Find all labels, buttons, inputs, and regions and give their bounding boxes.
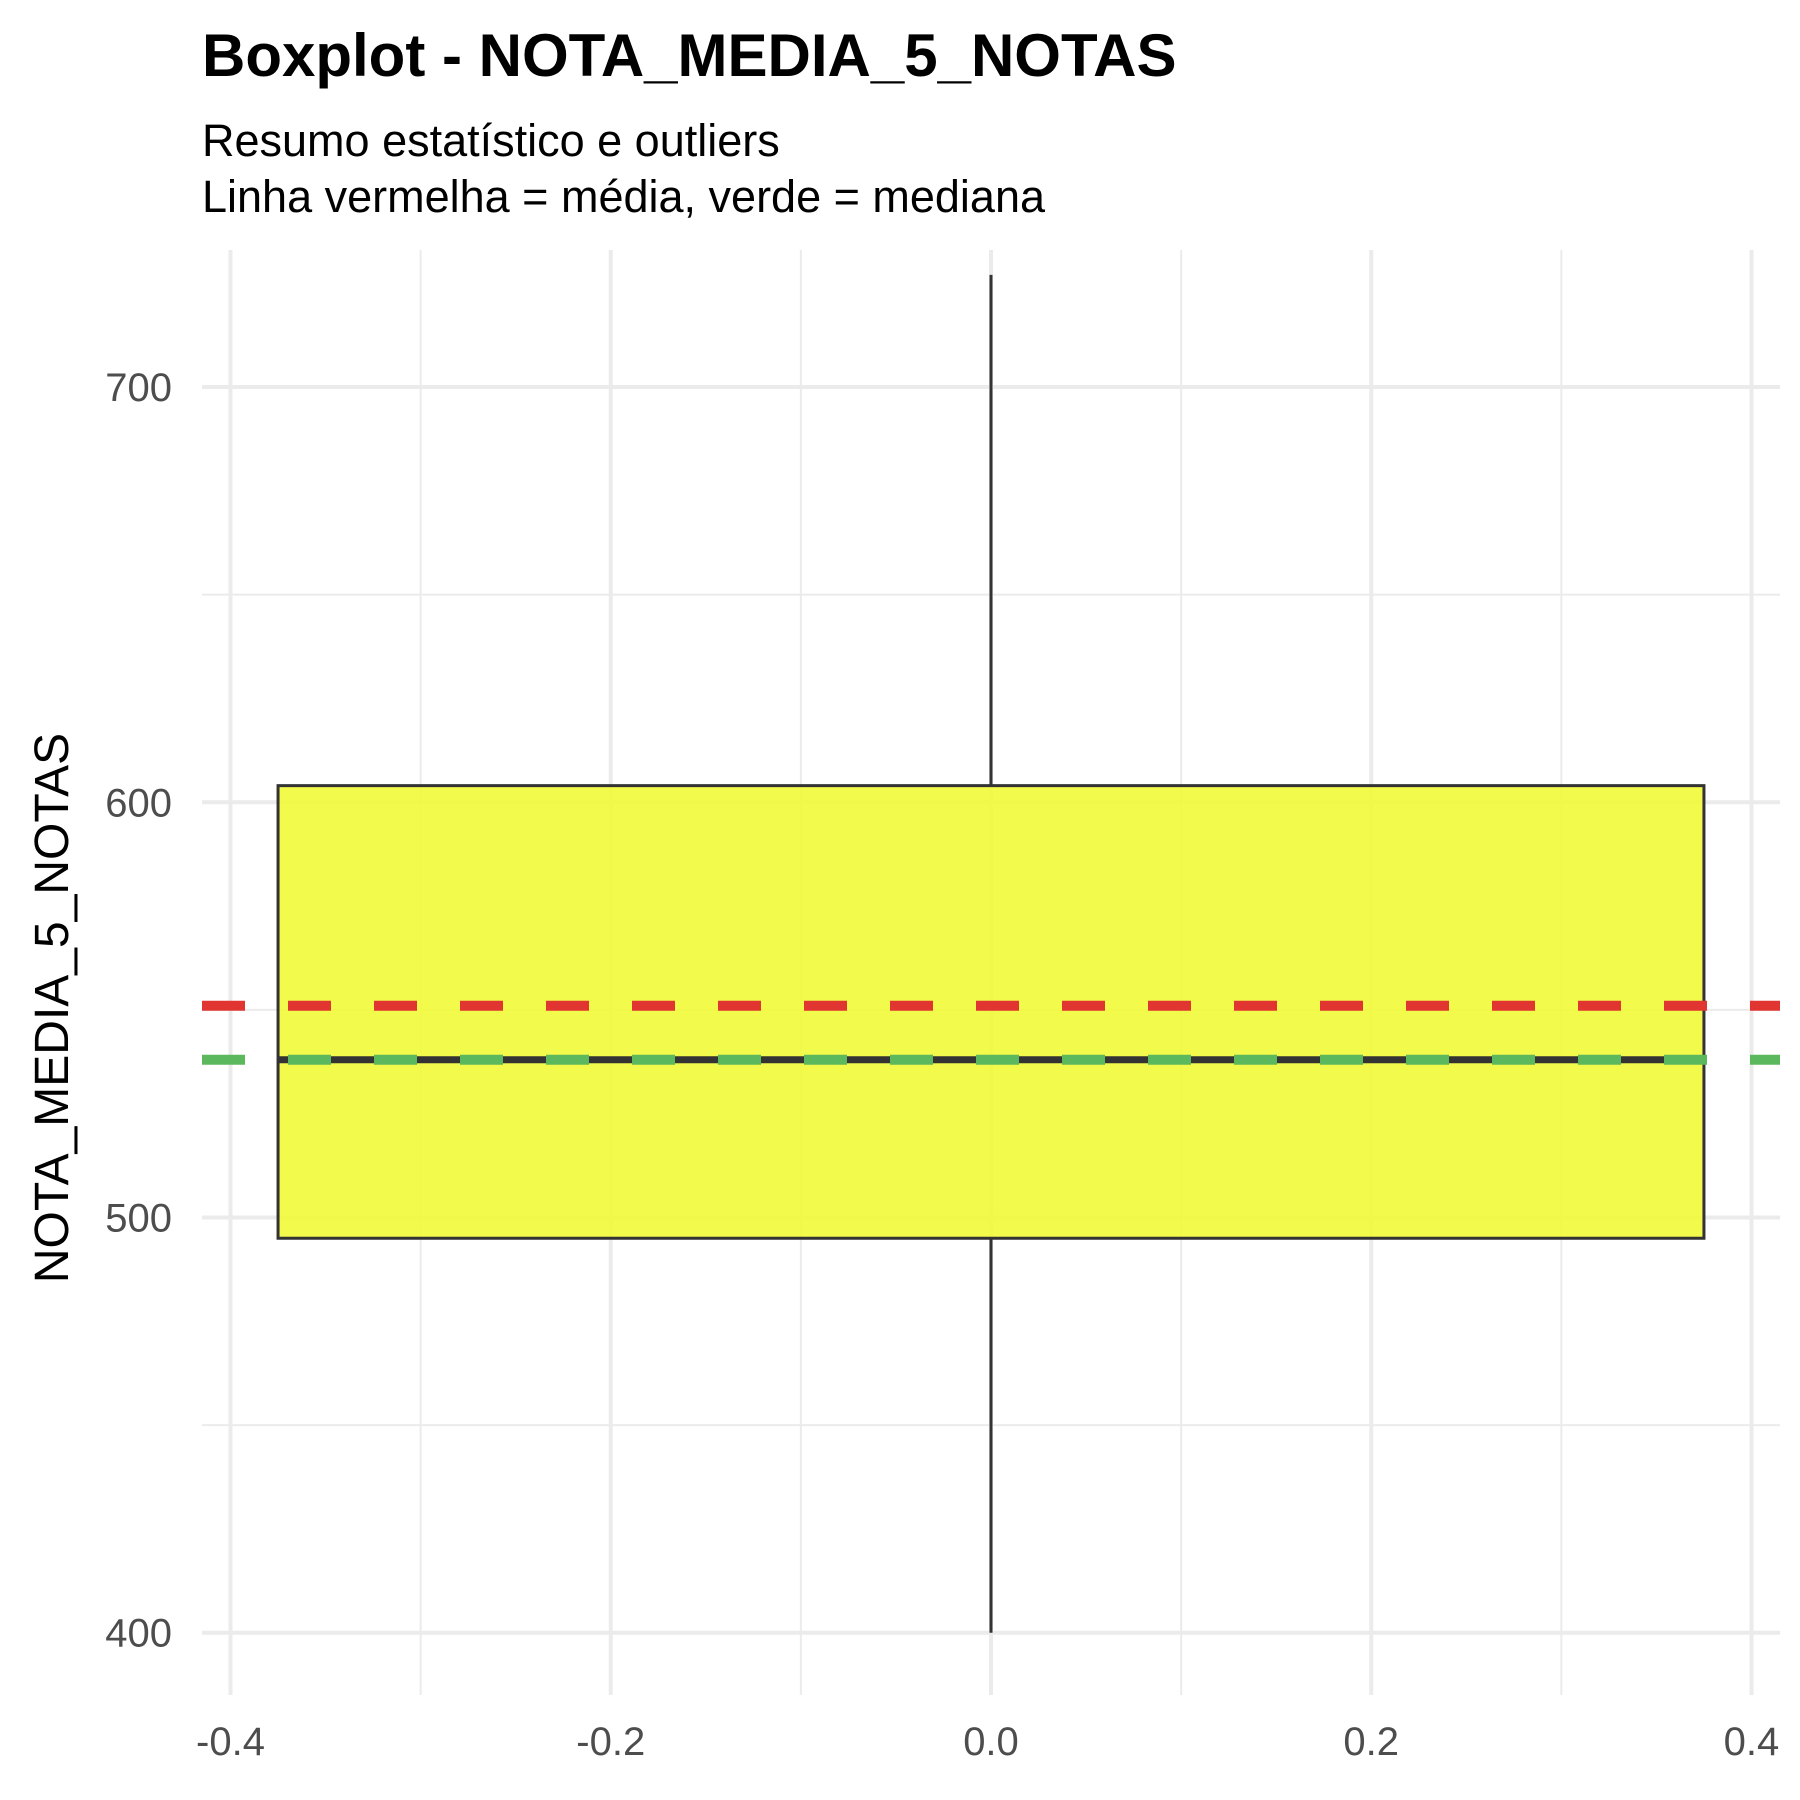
x-tick-label: 0.2: [1343, 1720, 1399, 1764]
y-tick-label: 500: [105, 1196, 172, 1240]
box-iqr: [276, 784, 1706, 1240]
y-tick-label: 600: [105, 781, 172, 825]
chart-subtitle-line-1: Resumo estatístico e outliers: [202, 115, 780, 166]
plot-area: -0.4 -0.2 0.0 0.2 0.4 400 500 600 700: [105, 250, 1780, 1764]
x-tick-label: -0.4: [196, 1720, 265, 1764]
chart-subtitle-line-2: Linha vermelha = média, verde = mediana: [202, 171, 1046, 222]
y-tick-label: 700: [105, 366, 172, 410]
y-tick-label: 400: [105, 1612, 172, 1656]
y-axis-label: NOTA_MEDIA_5_NOTAS: [26, 733, 79, 1283]
x-tick-label: 0.4: [1724, 1720, 1780, 1764]
x-tick-label: 0.0: [963, 1720, 1019, 1764]
chart-title: Boxplot - NOTA_MEDIA_5_NOTAS: [202, 22, 1177, 89]
x-tick-label: -0.2: [576, 1720, 645, 1764]
